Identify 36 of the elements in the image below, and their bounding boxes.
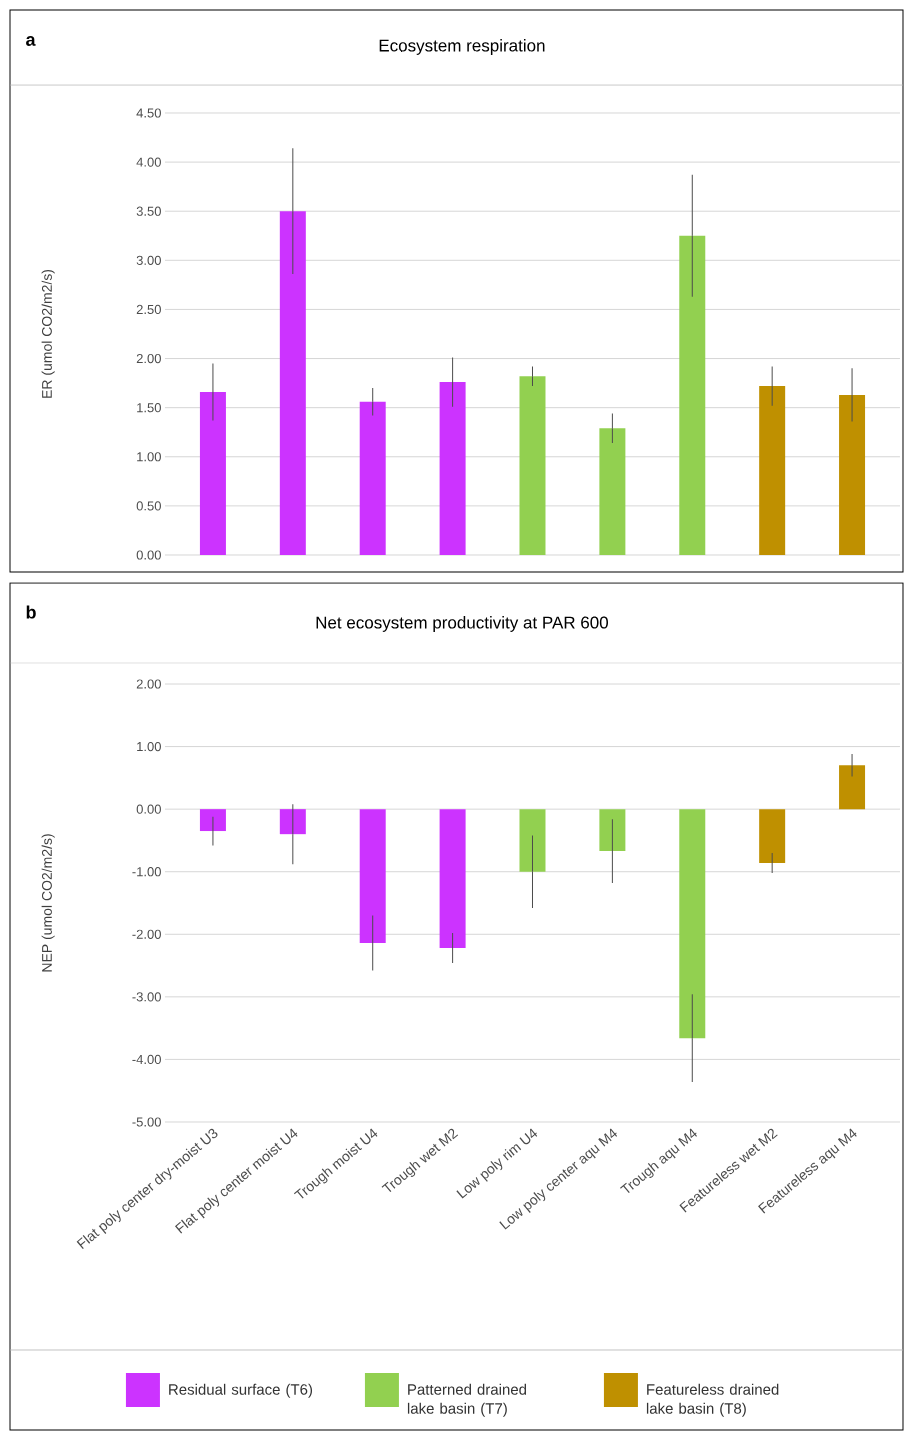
bar — [359, 401, 386, 555]
y-tick-label: -3.00 — [132, 992, 161, 1002]
y-tick-label: 3.00 — [136, 255, 161, 265]
bar — [199, 391, 226, 555]
y-tick-label: -5.00 — [132, 1117, 161, 1127]
bar — [679, 235, 706, 555]
text: a — [26, 36, 36, 46]
y-tick-label: 3.50 — [136, 206, 161, 216]
y-tick-label: 1.00 — [137, 741, 161, 752]
legend-label: Featureless drained lake basin (T8) — [646, 1383, 779, 1417]
bar — [519, 376, 546, 555]
bar — [279, 211, 306, 555]
y-tick-label: 0.00 — [136, 804, 161, 814]
y-tick-label: 4.50 — [136, 108, 161, 118]
y-tick-label: 0.00 — [136, 550, 161, 560]
y-tick-label: 2.00 — [136, 679, 161, 689]
chart-title: Ecosystem respiration — [379, 39, 545, 55]
y-tick-label: 1.00 — [137, 452, 161, 462]
bar — [439, 382, 466, 555]
bar — [759, 386, 786, 555]
y-tick-label: 2.00 — [136, 353, 161, 364]
y-tick-label: 2.50 — [136, 304, 161, 315]
y-axis-title: NEP (umol CO2/m2/s) — [41, 834, 55, 972]
y-axis-title: ER (umol CO2/m2/s) — [41, 269, 55, 398]
y-tick-label: -1.00 — [132, 867, 161, 877]
legend-label: Patterned drained lake basin (T7) — [407, 1383, 527, 1417]
y-tick-label: 4.00 — [136, 157, 161, 167]
y-tick-label: 0.50 — [136, 501, 161, 511]
chart-title: Net ecosystem productivity at PAR 600 — [316, 616, 608, 632]
y-tick-label: -2.00 — [132, 929, 161, 939]
y-tick-label: -4.00 — [132, 1054, 161, 1065]
bar — [839, 394, 866, 555]
y-tick-label: 1.50 — [137, 403, 161, 413]
legend-label: Residual surface (T6) — [169, 1383, 313, 1398]
bar — [599, 428, 626, 555]
text: b — [26, 605, 36, 619]
